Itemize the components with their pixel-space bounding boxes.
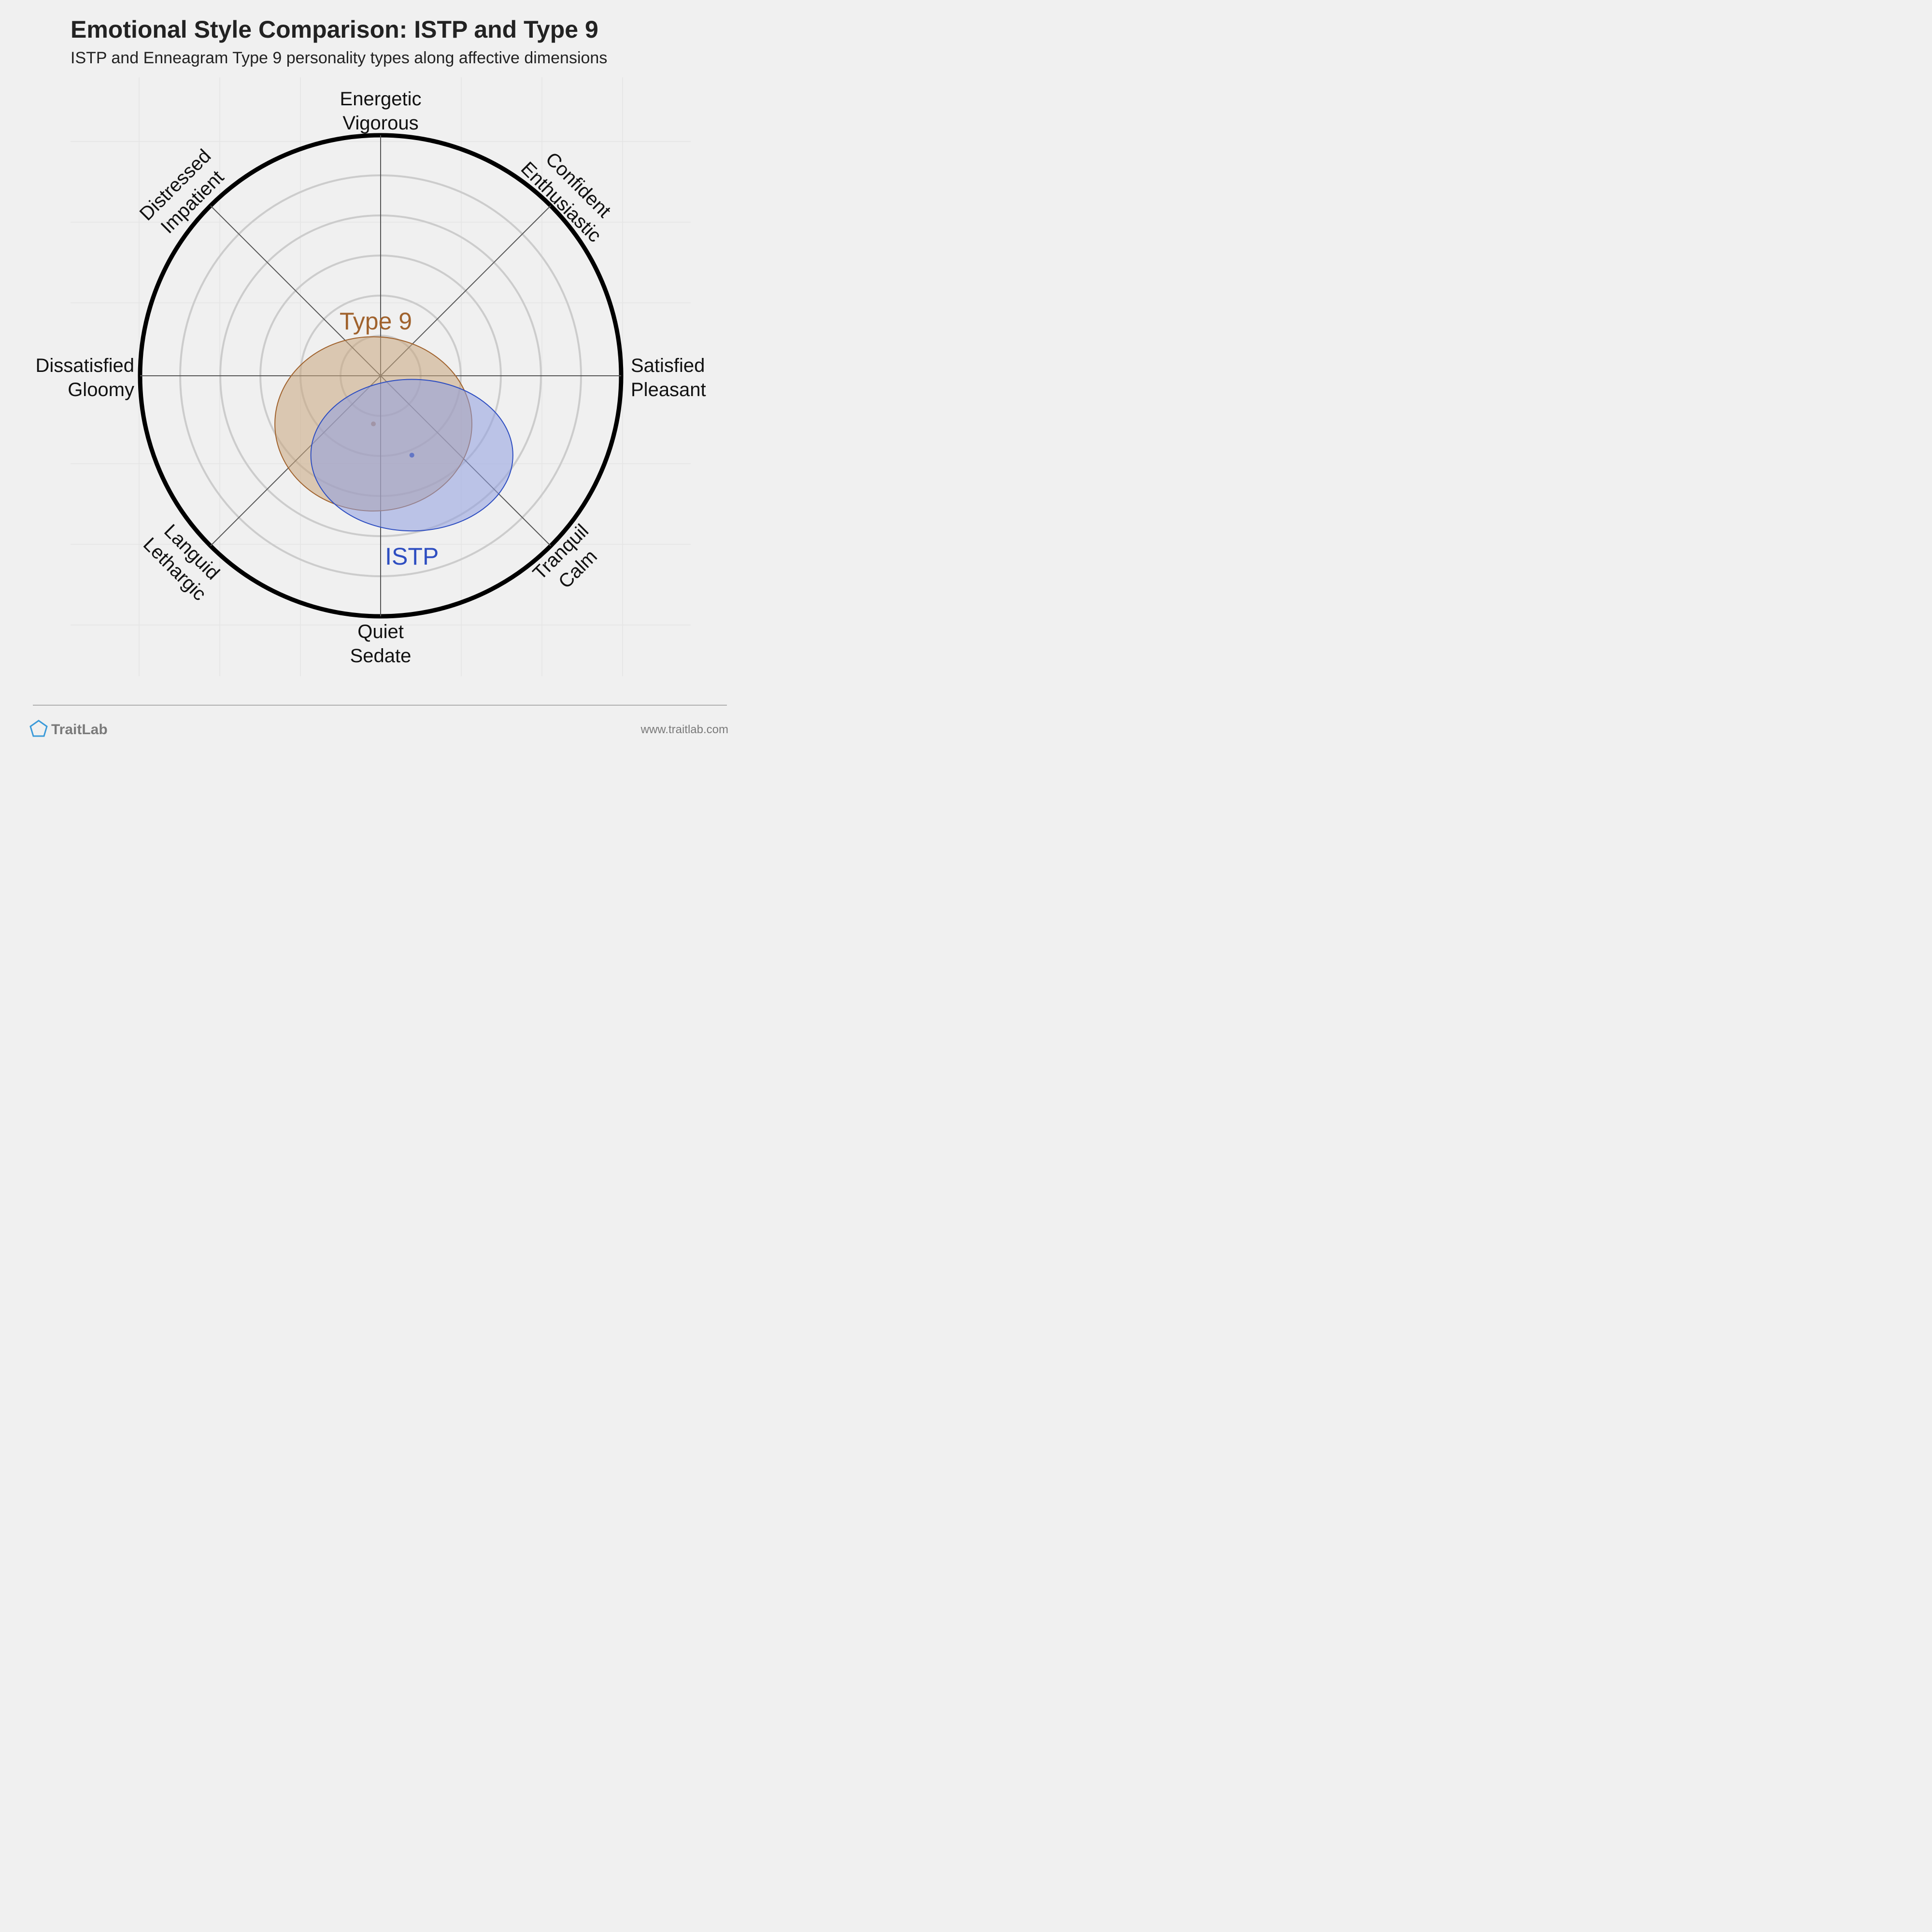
axis-label-line: Pleasant [631,379,706,400]
axis-label-line: Energetic [340,88,422,110]
axis-label-line: Vigorous [342,113,418,134]
series-center-point [409,453,414,458]
axis-label-line: Gloomy [68,379,134,400]
brand-name: TraitLab [51,722,108,738]
chart-title: Emotional Style Comparison: ISTP and Typ… [71,16,598,43]
series-label: ISTP [385,543,439,570]
axis-label-quiet: Quiet Sedate [350,621,412,667]
axis-label-line: Satisfied [631,355,705,376]
website-url: www.traitlab.com [640,723,728,736]
axis-label-satisfied: Satisfied Pleasant [631,355,706,400]
axis-label-line: Quiet [357,621,404,642]
axis-label-energetic: Energetic Vigorous [340,88,422,134]
chart-subtitle: ISTP and Enneagram Type 9 personality ty… [71,49,607,67]
chart-canvas: Emotional Style Comparison: ISTP and Typ… [0,0,757,757]
series-label: Type 9 [340,308,412,335]
axis-label-line: Sedate [350,645,412,667]
axis-label-dissatisfied: Dissatisfied Gloomy [35,355,134,400]
pentagon-icon [29,720,48,737]
series-layer: Type 9 ISTP [274,308,513,570]
axis-label-line: Dissatisfied [35,355,134,376]
